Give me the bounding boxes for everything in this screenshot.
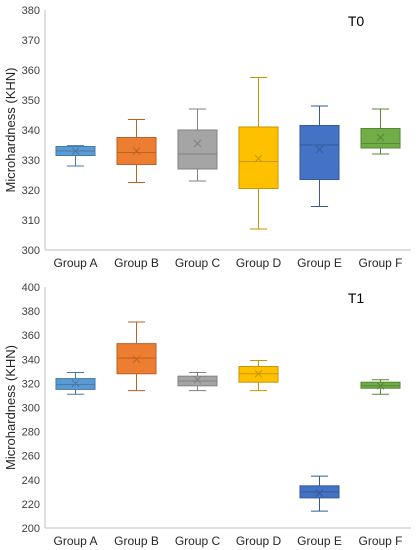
mean-marker: [71, 147, 80, 155]
mean-marker: [376, 381, 385, 390]
y-tick-label: 240: [22, 475, 40, 487]
mean-marker: [132, 355, 141, 364]
panel-title: T0: [348, 13, 365, 29]
x-category-label: Group C: [175, 534, 221, 548]
y-tick-label: 370: [22, 35, 40, 47]
y-tick-label: 320: [22, 185, 40, 197]
y-axis-title: Microhardness (KHN): [3, 68, 18, 193]
y-tick-label: 400: [22, 282, 40, 294]
box-group-f: [360, 108, 401, 155]
box-group-f: [360, 379, 401, 395]
x-category-label: Group F: [358, 534, 402, 548]
y-tick-label: 340: [22, 125, 40, 137]
box-group-d: [238, 77, 279, 230]
mean-marker: [376, 133, 385, 142]
x-category-label: Group A: [53, 256, 97, 270]
box-group-c: [177, 108, 218, 182]
box-group-a: [55, 372, 96, 395]
y-tick-label: 310: [22, 215, 40, 227]
mean-marker: [315, 489, 324, 497]
box-body: [238, 126, 279, 189]
x-category-label: Group D: [236, 256, 282, 270]
box-group-a: [55, 145, 96, 167]
box-group-d: [238, 360, 279, 392]
x-category-label: Group A: [53, 534, 97, 548]
mean-marker: [193, 375, 202, 384]
y-tick-label: 320: [22, 378, 40, 390]
y-tick-label: 380: [22, 306, 40, 318]
box-group-e: [299, 475, 340, 512]
x-category-label: Group E: [297, 256, 342, 270]
y-tick-label: 300: [22, 245, 40, 257]
y-tick-label: 360: [22, 65, 40, 77]
mean-marker: [71, 379, 80, 388]
box-body: [177, 129, 218, 170]
panel-title: T1: [348, 290, 365, 306]
box-group-c: [177, 372, 218, 392]
box-group-b: [116, 119, 157, 183]
x-category-label: Group D: [236, 534, 282, 548]
box-body: [299, 125, 340, 180]
y-axis-title: Microhardness (KHN): [3, 345, 18, 470]
box-group-e: [299, 105, 340, 207]
mean-marker: [254, 154, 263, 163]
panel-T1: 200 220 240 260 280 300 320 340 360 380 400 Microha…: [3, 282, 411, 548]
x-category-label: Group F: [358, 256, 402, 270]
x-category-label: Group C: [175, 256, 221, 270]
y-tick-label: 360: [22, 330, 40, 342]
mean-marker: [193, 139, 202, 148]
mean-marker: [254, 369, 263, 378]
y-tick-label: 300: [22, 403, 40, 415]
mean-marker: [315, 145, 324, 154]
y-tick-label: 330: [22, 155, 40, 167]
y-tick-label: 200: [22, 523, 40, 535]
y-tick-label: 350: [22, 95, 40, 107]
y-tick-label: 280: [22, 427, 40, 439]
panel-T0: 300 310 320 330 340 350 360 370 380 Microhardness…: [3, 5, 411, 270]
x-category-label: Group E: [297, 534, 342, 548]
box-body: [360, 128, 401, 149]
y-tick-label: 260: [22, 451, 40, 463]
y-tick-label: 220: [22, 499, 40, 511]
box-group-b: [116, 321, 157, 392]
x-category-label: Group B: [114, 256, 159, 270]
y-tick-label: 380: [22, 5, 40, 17]
y-tick-label: 340: [22, 354, 40, 366]
x-category-label: Group B: [114, 534, 159, 548]
mean-marker: [132, 147, 141, 155]
